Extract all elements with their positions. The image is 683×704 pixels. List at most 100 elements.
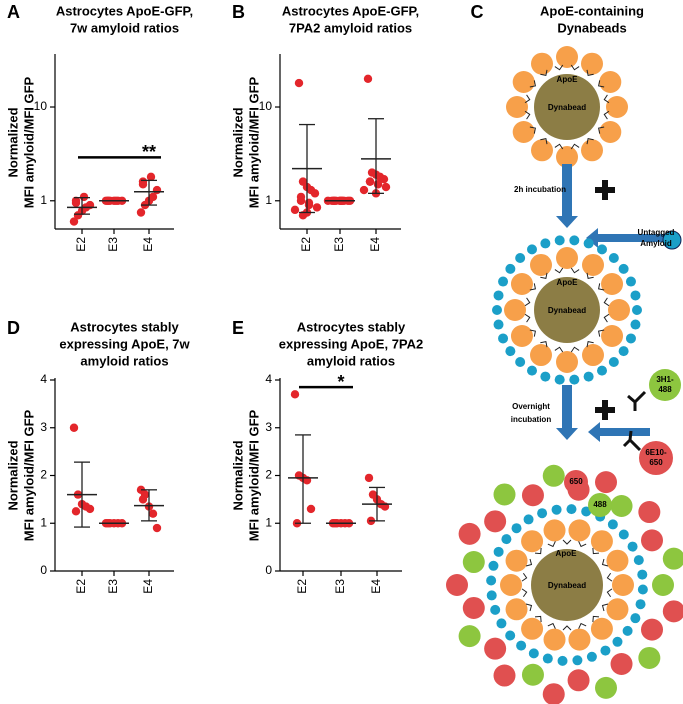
binding-site [603,110,610,120]
binding-site [598,126,605,134]
antibody-650 [638,501,661,524]
binding-site [562,539,572,545]
process-arrow [556,385,578,440]
y-tick-label: 10 [259,99,273,113]
bead-ring [493,319,504,330]
bead-ring [501,534,512,545]
binding-site [570,267,580,274]
bead-ring [516,640,527,651]
bead-ring [581,139,603,162]
bead-ring [540,371,551,382]
process-arrow [586,228,665,248]
antibody-650 [462,596,485,619]
binding-site [547,622,556,629]
antibody-650 [484,510,507,533]
binding-site [586,341,594,348]
binding-site [529,126,536,134]
antibody-label: 650 [649,458,663,467]
y-tick-label: 2 [265,468,272,482]
chart-title: Astrocytes ApoE-GFP, [56,3,193,18]
step-label: 2h incubation [514,185,566,194]
bead-ring [583,371,594,382]
bead-label: Dynabead [548,306,586,315]
data-point [148,192,158,202]
amyloid-label: Amyloid [640,239,672,248]
y-axis-label: Normalized [230,440,245,510]
bead-ring [551,504,562,515]
binding-site [524,313,531,323]
chart-title: expressing ApoE, 7PA2 [279,336,424,351]
chart-title: 7w amyloid ratios [70,20,179,35]
data-point [312,203,322,212]
bead-ring [601,325,624,347]
panel-label: C [471,2,484,22]
antibody-488 [462,551,485,574]
bead-ring [618,346,629,357]
bead-ring [601,273,624,295]
bead-ring [505,598,528,621]
y-axis-label: Normalized [5,440,20,510]
chart-title: amyloid ratios [80,353,168,368]
binding-site [570,64,580,71]
binding-site [578,622,587,629]
binding-site [524,94,531,104]
bead-ring [486,590,497,601]
binding-site [606,588,613,598]
x-tick-label: E3 [333,579,347,594]
binding-site [534,615,542,623]
bead-ring [630,290,641,301]
x-tick-label: E3 [106,579,120,594]
dynabead [534,277,600,343]
y-axis-label: MFI amyloid/MFI GFP [21,409,36,541]
bead-ring [630,613,641,624]
process-arrow [588,422,650,442]
binding-site [529,283,536,291]
bead-ring [606,549,629,572]
bead-ring [608,357,619,368]
binding-site [603,94,610,104]
bead-ring [543,628,566,651]
bead-label: Dynabead [548,581,586,590]
bead-ring [556,351,578,373]
bead-ring [625,333,636,344]
bead-ring [600,645,611,656]
data-point [379,174,389,184]
data-point [138,495,148,504]
y-tick-label: 2 [40,468,47,482]
binding-site [540,138,548,145]
antibody-650 [595,471,618,494]
bead-ring [568,628,591,651]
binding-site [521,588,528,598]
bead-ring [581,52,603,75]
chart-title: 7PA2 amyloid ratios [289,20,412,35]
step-label: incubation [511,415,552,424]
panel-label: A [7,2,20,22]
chart-title: Astrocytes stably [70,319,179,334]
y-tick-label: 3 [265,420,272,434]
bead-ring [515,357,526,368]
antibody-shape [627,390,647,411]
bead-ring [498,333,509,344]
bead-ring [510,273,533,295]
data-point [152,185,162,195]
binding-site [586,138,594,145]
bead-ring [637,569,648,580]
panel-label: E [232,318,244,338]
bead-ring [583,238,594,249]
chart-title: expressing ApoE, 7w [59,336,190,351]
bead-ring [556,146,578,168]
y-tick-label: 4 [265,372,272,386]
x-tick-label: E2 [74,579,88,594]
panel-label: D [7,318,20,338]
binding-site [525,603,533,612]
bead-ring [627,541,638,552]
amyloid-label: Untagged [638,228,675,237]
bead-ring [493,290,504,301]
antibody-label: 488 [658,385,672,394]
bead-ring [505,549,528,572]
label-650: 650 [569,477,583,486]
data-point [296,196,306,205]
antibody-488 [638,646,661,669]
bead-ring [506,96,528,118]
bead-ring [554,235,565,246]
